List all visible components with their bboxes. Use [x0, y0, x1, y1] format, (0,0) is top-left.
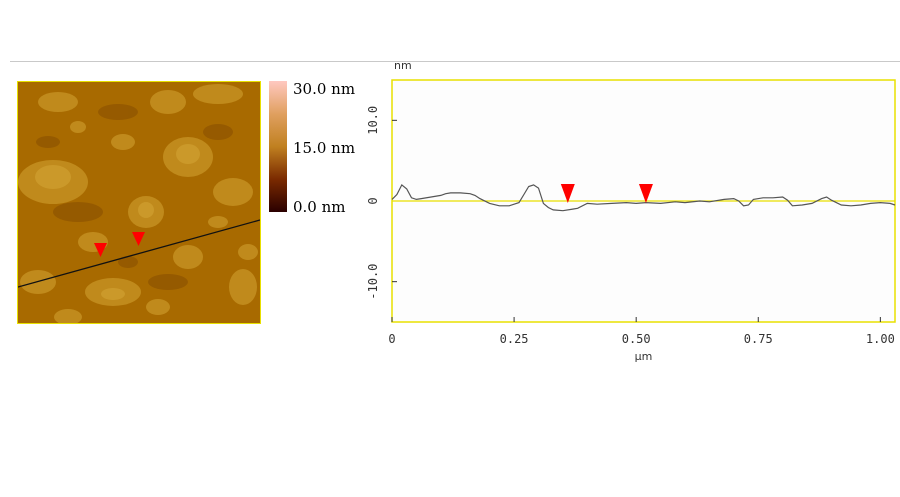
afm-topography-image	[17, 81, 261, 324]
profile-line	[391, 183, 896, 212]
colorbar-mid-label: 15.0 nm	[293, 139, 356, 157]
x-tick-label: 0.50	[622, 332, 651, 346]
y-tick-label: 0	[366, 197, 380, 204]
colorbar-min-label: 0.0 nm	[293, 198, 346, 216]
x-tick-label: 0	[388, 332, 395, 346]
afm-cursor-marker-1[interactable]	[94, 243, 107, 257]
top-divider	[10, 61, 900, 62]
afm-depressions	[36, 104, 233, 290]
x-tick-label: 1.00	[866, 332, 895, 346]
afm-highlights	[35, 144, 200, 300]
profile-cursor-marker-2[interactable]	[638, 184, 653, 203]
profile-cursor-marker-1[interactable]	[560, 184, 575, 203]
x-tick-label: 0.25	[500, 332, 529, 346]
y-tick-label: 10.0	[366, 106, 380, 135]
afm-cursor-marker-2[interactable]	[132, 232, 145, 246]
y-tick-label: -10.0	[366, 264, 380, 300]
height-colorbar	[269, 81, 287, 212]
afm-image-svg	[18, 82, 260, 323]
y-axis-unit-label: nm	[394, 59, 412, 72]
afm-profile-section-line	[18, 219, 260, 288]
colorbar-max-label: 30.0 nm	[293, 80, 356, 98]
x-tick-label: 0.75	[744, 332, 773, 346]
x-axis-unit-label: μm	[635, 350, 653, 363]
height-profile-chart: 10.0 0 -10.0 0 0.25 0.50 0.75 1.00 nm μm	[366, 59, 896, 363]
